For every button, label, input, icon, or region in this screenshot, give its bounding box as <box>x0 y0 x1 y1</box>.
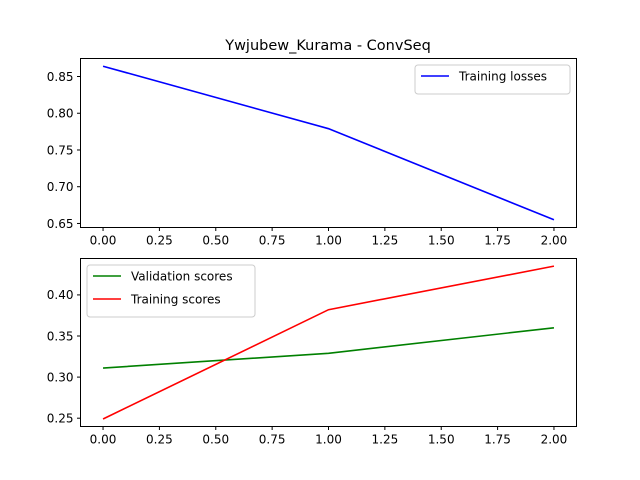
bottom-y-tick-label: 0.35 <box>47 329 74 343</box>
bottom-series-lines <box>102 265 555 420</box>
chart-title: Ywjubew_Kurama - ConvSeq <box>224 38 431 54</box>
top-y-tick-label: 0.80 <box>47 107 74 121</box>
bottom-y-ticks: 0.25 0.30 0.35 0.40 <box>47 288 81 425</box>
top-x-tick-label: 0.00 <box>90 234 117 248</box>
top-x-tick-label: 1.00 <box>315 234 342 248</box>
top-x-ticks: 0.00 0.25 0.50 0.75 1.00 1.25 1.50 1.75 2.00 <box>90 227 568 248</box>
bottom-x-tick-label: 1.25 <box>372 433 399 447</box>
bottom-y-tick-label: 0.25 <box>47 411 74 425</box>
top-y-tick-label: 0.85 <box>47 70 74 84</box>
top-x-tick-label: 2.00 <box>541 234 568 248</box>
bottom-x-tick-label: 0.25 <box>146 433 173 447</box>
bottom-y-tick-label: 0.40 <box>47 288 74 302</box>
top-x-tick-label: 0.25 <box>146 234 173 248</box>
bottom-series-line-1 <box>102 326 555 369</box>
bottom-x-tick-label: 0.75 <box>259 433 286 447</box>
bottom-legend-label: Training scores <box>130 292 221 306</box>
top-legend: Training losses <box>414 64 571 95</box>
top-y-tick-label: 0.70 <box>47 180 74 194</box>
bottom-x-tick-label: 2.00 <box>541 433 568 447</box>
top-y-tick-label: 0.75 <box>47 143 74 157</box>
bottom-axes-frame <box>80 258 577 427</box>
bottom-x-tick-label: 1.75 <box>484 433 511 447</box>
top-legend-box <box>414 64 571 95</box>
top-subplot: Ywjubew_Kurama - ConvSeq 0.00 0.25 0.50 0.7… <box>47 38 577 248</box>
bottom-x-tick-label: 0.50 <box>202 433 229 447</box>
top-legend-label: Training losses <box>458 69 547 83</box>
top-x-tick-label: 1.25 <box>372 234 399 248</box>
top-x-tick-label: 1.50 <box>428 234 455 248</box>
top-y-ticks: 0.65 0.70 0.75 0.80 0.85 <box>47 70 81 231</box>
top-axes-frame <box>80 58 577 228</box>
bottom-legend-box <box>86 264 256 318</box>
top-y-tick-label: 0.65 <box>47 217 74 231</box>
bottom-legend-label: Validation scores <box>131 269 233 283</box>
top-x-tick-label: 0.75 <box>259 234 286 248</box>
bottom-y-tick-label: 0.30 <box>47 370 74 384</box>
bottom-legend: Validation scores Training scores <box>86 264 256 318</box>
top-series-line-1 <box>102 65 555 221</box>
bottom-x-ticks: 0.00 0.25 0.50 0.75 1.00 1.25 1.50 1.75 2.00 <box>90 426 568 447</box>
bottom-x-tick-label: 1.50 <box>428 433 455 447</box>
bottom-x-tick-label: 0.00 <box>90 433 117 447</box>
bottom-x-tick-label: 1.00 <box>315 433 342 447</box>
top-x-tick-label: 0.50 <box>202 234 229 248</box>
bottom-series-line-2 <box>102 265 555 420</box>
bottom-subplot: 0.00 0.25 0.50 0.75 1.00 1.25 1.50 1.75 2.00 0.2… <box>47 258 577 447</box>
top-series-lines <box>102 65 555 221</box>
top-x-tick-label: 1.75 <box>484 234 511 248</box>
